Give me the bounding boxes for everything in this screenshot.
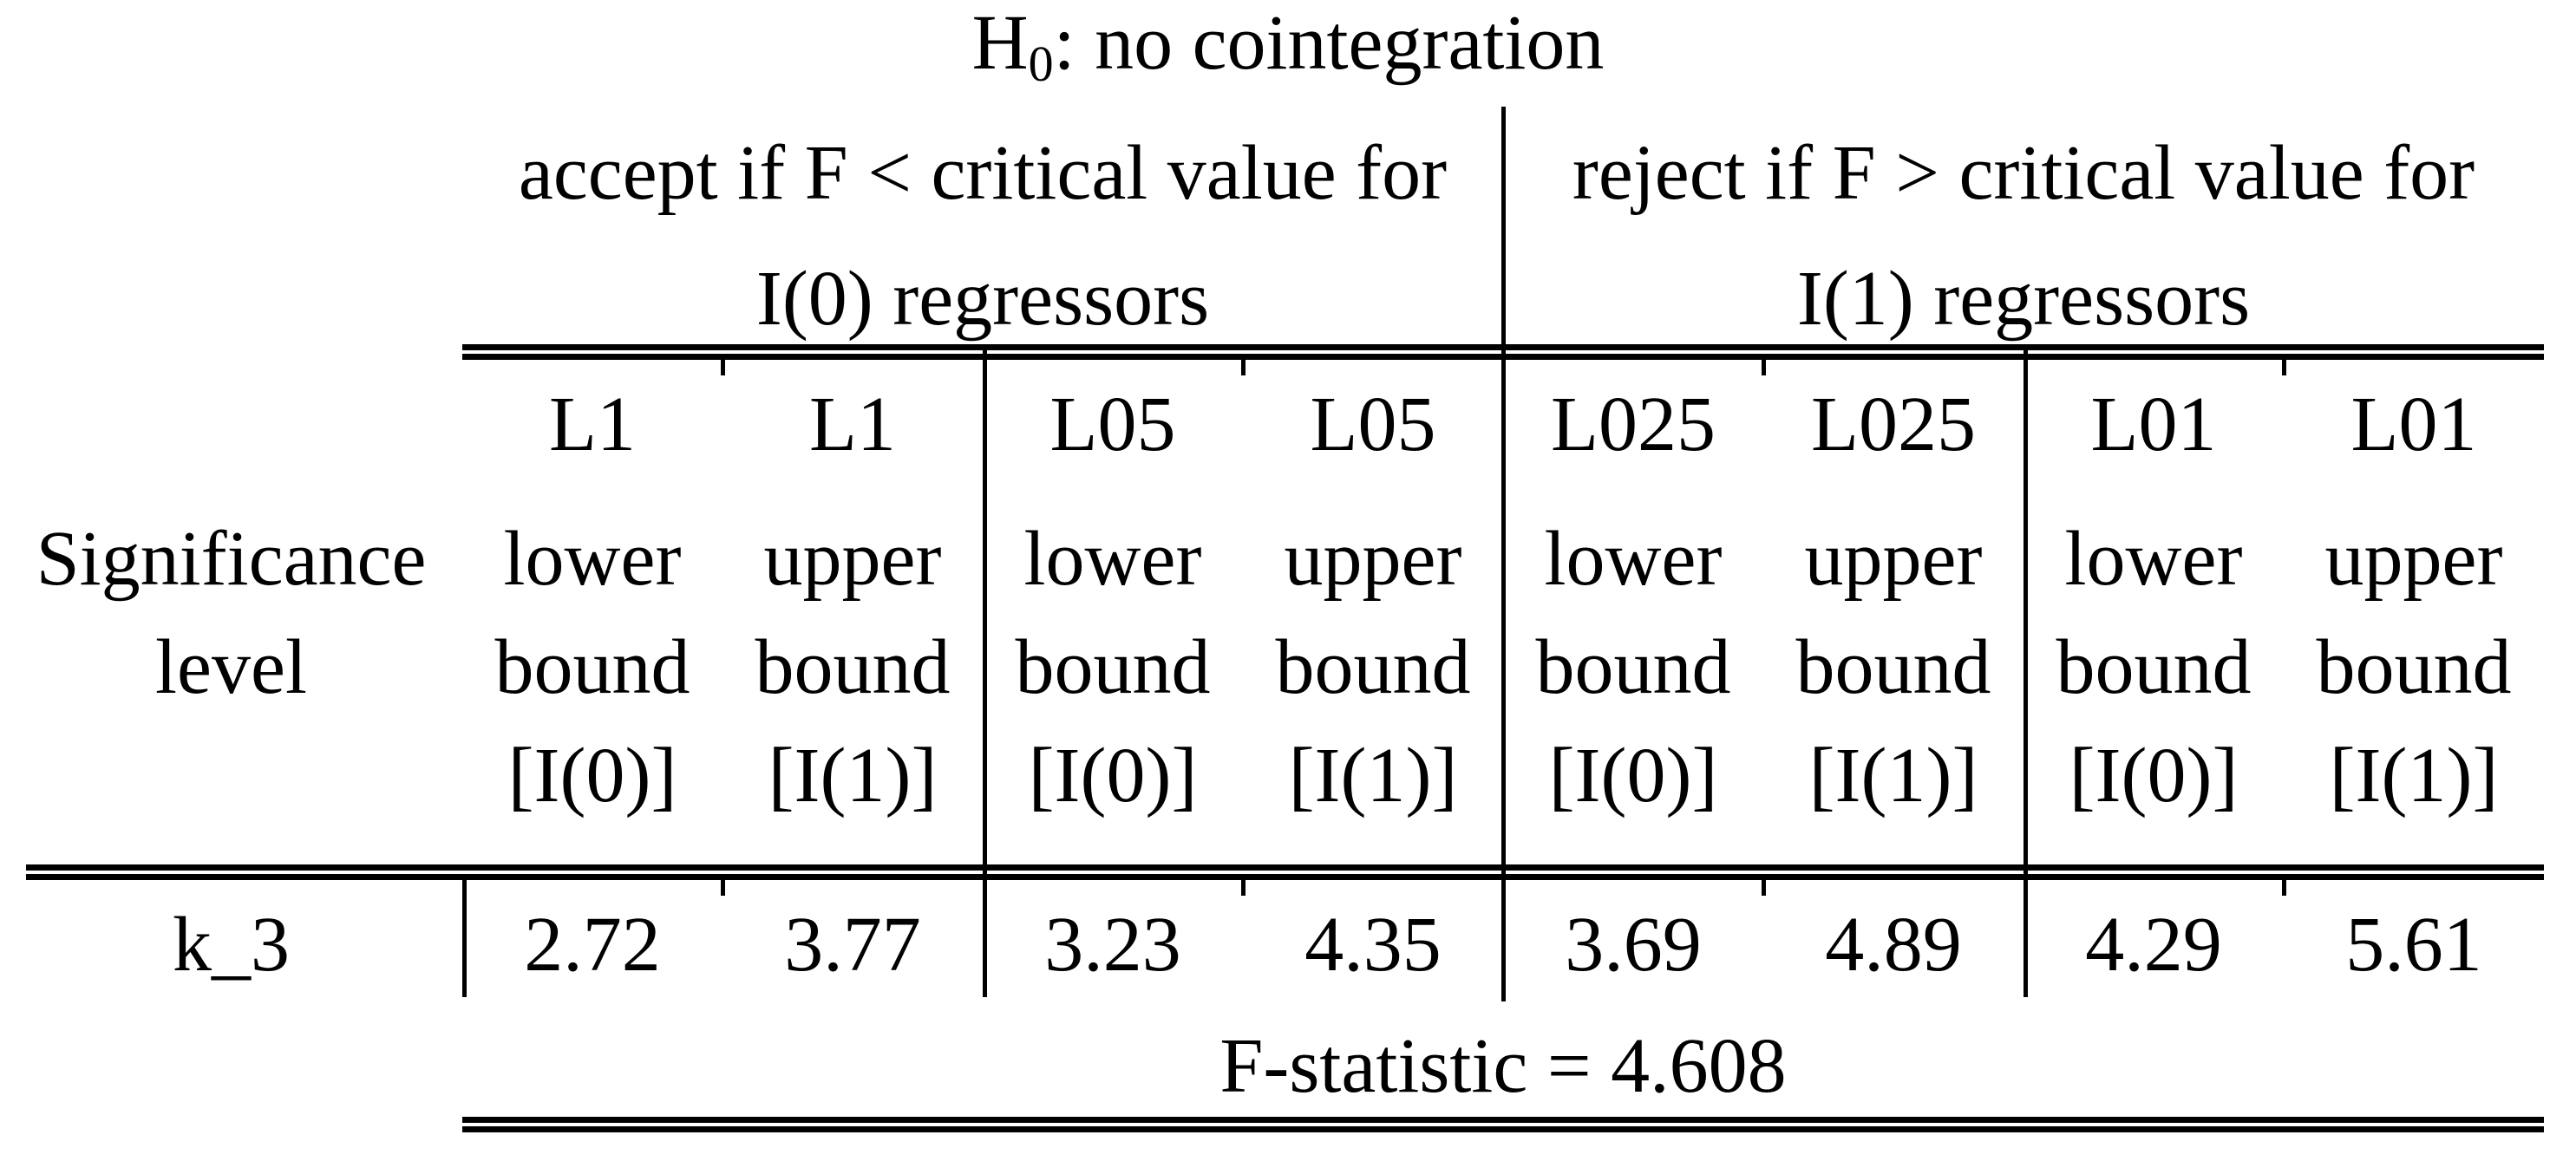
column-joint-tick (1762, 360, 1766, 375)
column-joint-tick (721, 360, 725, 375)
header-integration-order: [I(1)] (1288, 733, 1458, 819)
column-joint-tick (1762, 880, 1766, 896)
reject-rule-line1: reject if F > critical value for (1572, 130, 2475, 216)
header-level-code: L01 (2350, 382, 2477, 467)
critical-value: 3.77 (784, 902, 921, 988)
column-joint-tick (1241, 360, 1246, 375)
critical-value: 4.89 (1825, 902, 1962, 988)
header-bound-type: lower (503, 516, 682, 602)
header-row-level-codes: L1 L1 L05 L05 L025 L025 L01 L01 (0, 382, 2544, 468)
header-bound-word: bound (755, 624, 951, 710)
header-row-integration-order: [I(0)] [I(1)] [I(0)] [I(1)] [I(0)] [I(1)… (0, 733, 2544, 819)
header-bound-type: lower (1023, 516, 1202, 602)
top-double-rule (462, 344, 2544, 360)
header-level-code: L05 (1049, 382, 1176, 467)
critical-value: 4.29 (2085, 902, 2222, 988)
stub-vertical-rule (462, 880, 467, 997)
table-title: H0: no cointegration (0, 0, 2576, 89)
stub-header-line1: Significance (36, 516, 427, 602)
header-bound-type: lower (2064, 516, 2243, 602)
header-level-code: L01 (2090, 382, 2217, 467)
reject-rule-line2: I(1) regressors (1796, 256, 2251, 342)
accept-rule-line2: I(0) regressors (755, 256, 1210, 342)
header-bound-type: upper (1804, 516, 1983, 602)
header-integration-order: [I(0)] (1548, 733, 1718, 819)
header-integration-order: [I(1)] (1808, 733, 1978, 819)
header-level-code: L025 (1811, 382, 1976, 467)
header-row-bound-word: level bound bound bound bound bound boun… (0, 624, 2544, 711)
middle-double-rule (26, 864, 2544, 880)
header-integration-order: [I(0)] (507, 733, 677, 819)
stub-header-line2: level (155, 624, 307, 710)
accept-rule-line1: accept if F < critical value for (518, 130, 1448, 216)
column-joint-tick (2282, 880, 2286, 896)
column-joint-tick (1241, 880, 1246, 896)
header-level-code: L1 (549, 382, 636, 467)
column-joint-tick (2282, 360, 2286, 375)
header-bound-word: bound (1275, 624, 1471, 710)
header-integration-order: [I(0)] (2069, 733, 2239, 819)
critical-value: 4.35 (1304, 902, 1442, 988)
header-bound-word: bound (1795, 624, 1991, 710)
f-statistic-value: F-statistic = 4.608 (1219, 1023, 1787, 1109)
header-integration-order: [I(1)] (2329, 733, 2499, 819)
data-row-k3: k_3 2.72 3.77 3.23 4.35 3.69 4.89 4.29 5… (0, 902, 2544, 988)
critical-value: 3.23 (1044, 902, 1181, 988)
header-bound-word: bound (494, 624, 690, 710)
header-level-code: L05 (1310, 382, 1436, 467)
header-integration-order: [I(1)] (768, 733, 938, 819)
group12-vertical-rule (983, 347, 987, 997)
column-joint-tick (721, 880, 725, 896)
title-rest: : no cointegration (1053, 0, 1605, 86)
title-subscript: 0 (1028, 36, 1054, 92)
header-bound-word: bound (1015, 624, 1211, 710)
header-level-code: L1 (809, 382, 896, 467)
critical-value: 3.69 (1565, 902, 1702, 988)
header-bound-word: bound (2056, 624, 2252, 710)
header-bound-type: upper (763, 516, 942, 602)
stub-spacer (0, 382, 462, 468)
title-h: H (971, 0, 1029, 86)
group34-vertical-rule (2024, 347, 2028, 997)
bottom-double-rule (462, 1117, 2544, 1132)
header-bound-type: upper (2324, 516, 2503, 602)
critical-value: 2.72 (524, 902, 661, 988)
critical-value: 5.61 (2345, 902, 2482, 988)
header-level-code: L025 (1551, 382, 1716, 467)
stub-spacer (0, 733, 462, 819)
header-bound-word: bound (1535, 624, 1731, 710)
header-bound-word: bound (2316, 624, 2512, 710)
center-vertical-rule (1501, 107, 1506, 1001)
header-row-bound-type: Significance lower upper lower upper low… (0, 516, 2544, 603)
row-label: k_3 (173, 902, 290, 988)
header-bound-type: lower (1544, 516, 1723, 602)
header-integration-order: [I(0)] (1028, 733, 1198, 819)
header-bound-type: upper (1284, 516, 1462, 602)
